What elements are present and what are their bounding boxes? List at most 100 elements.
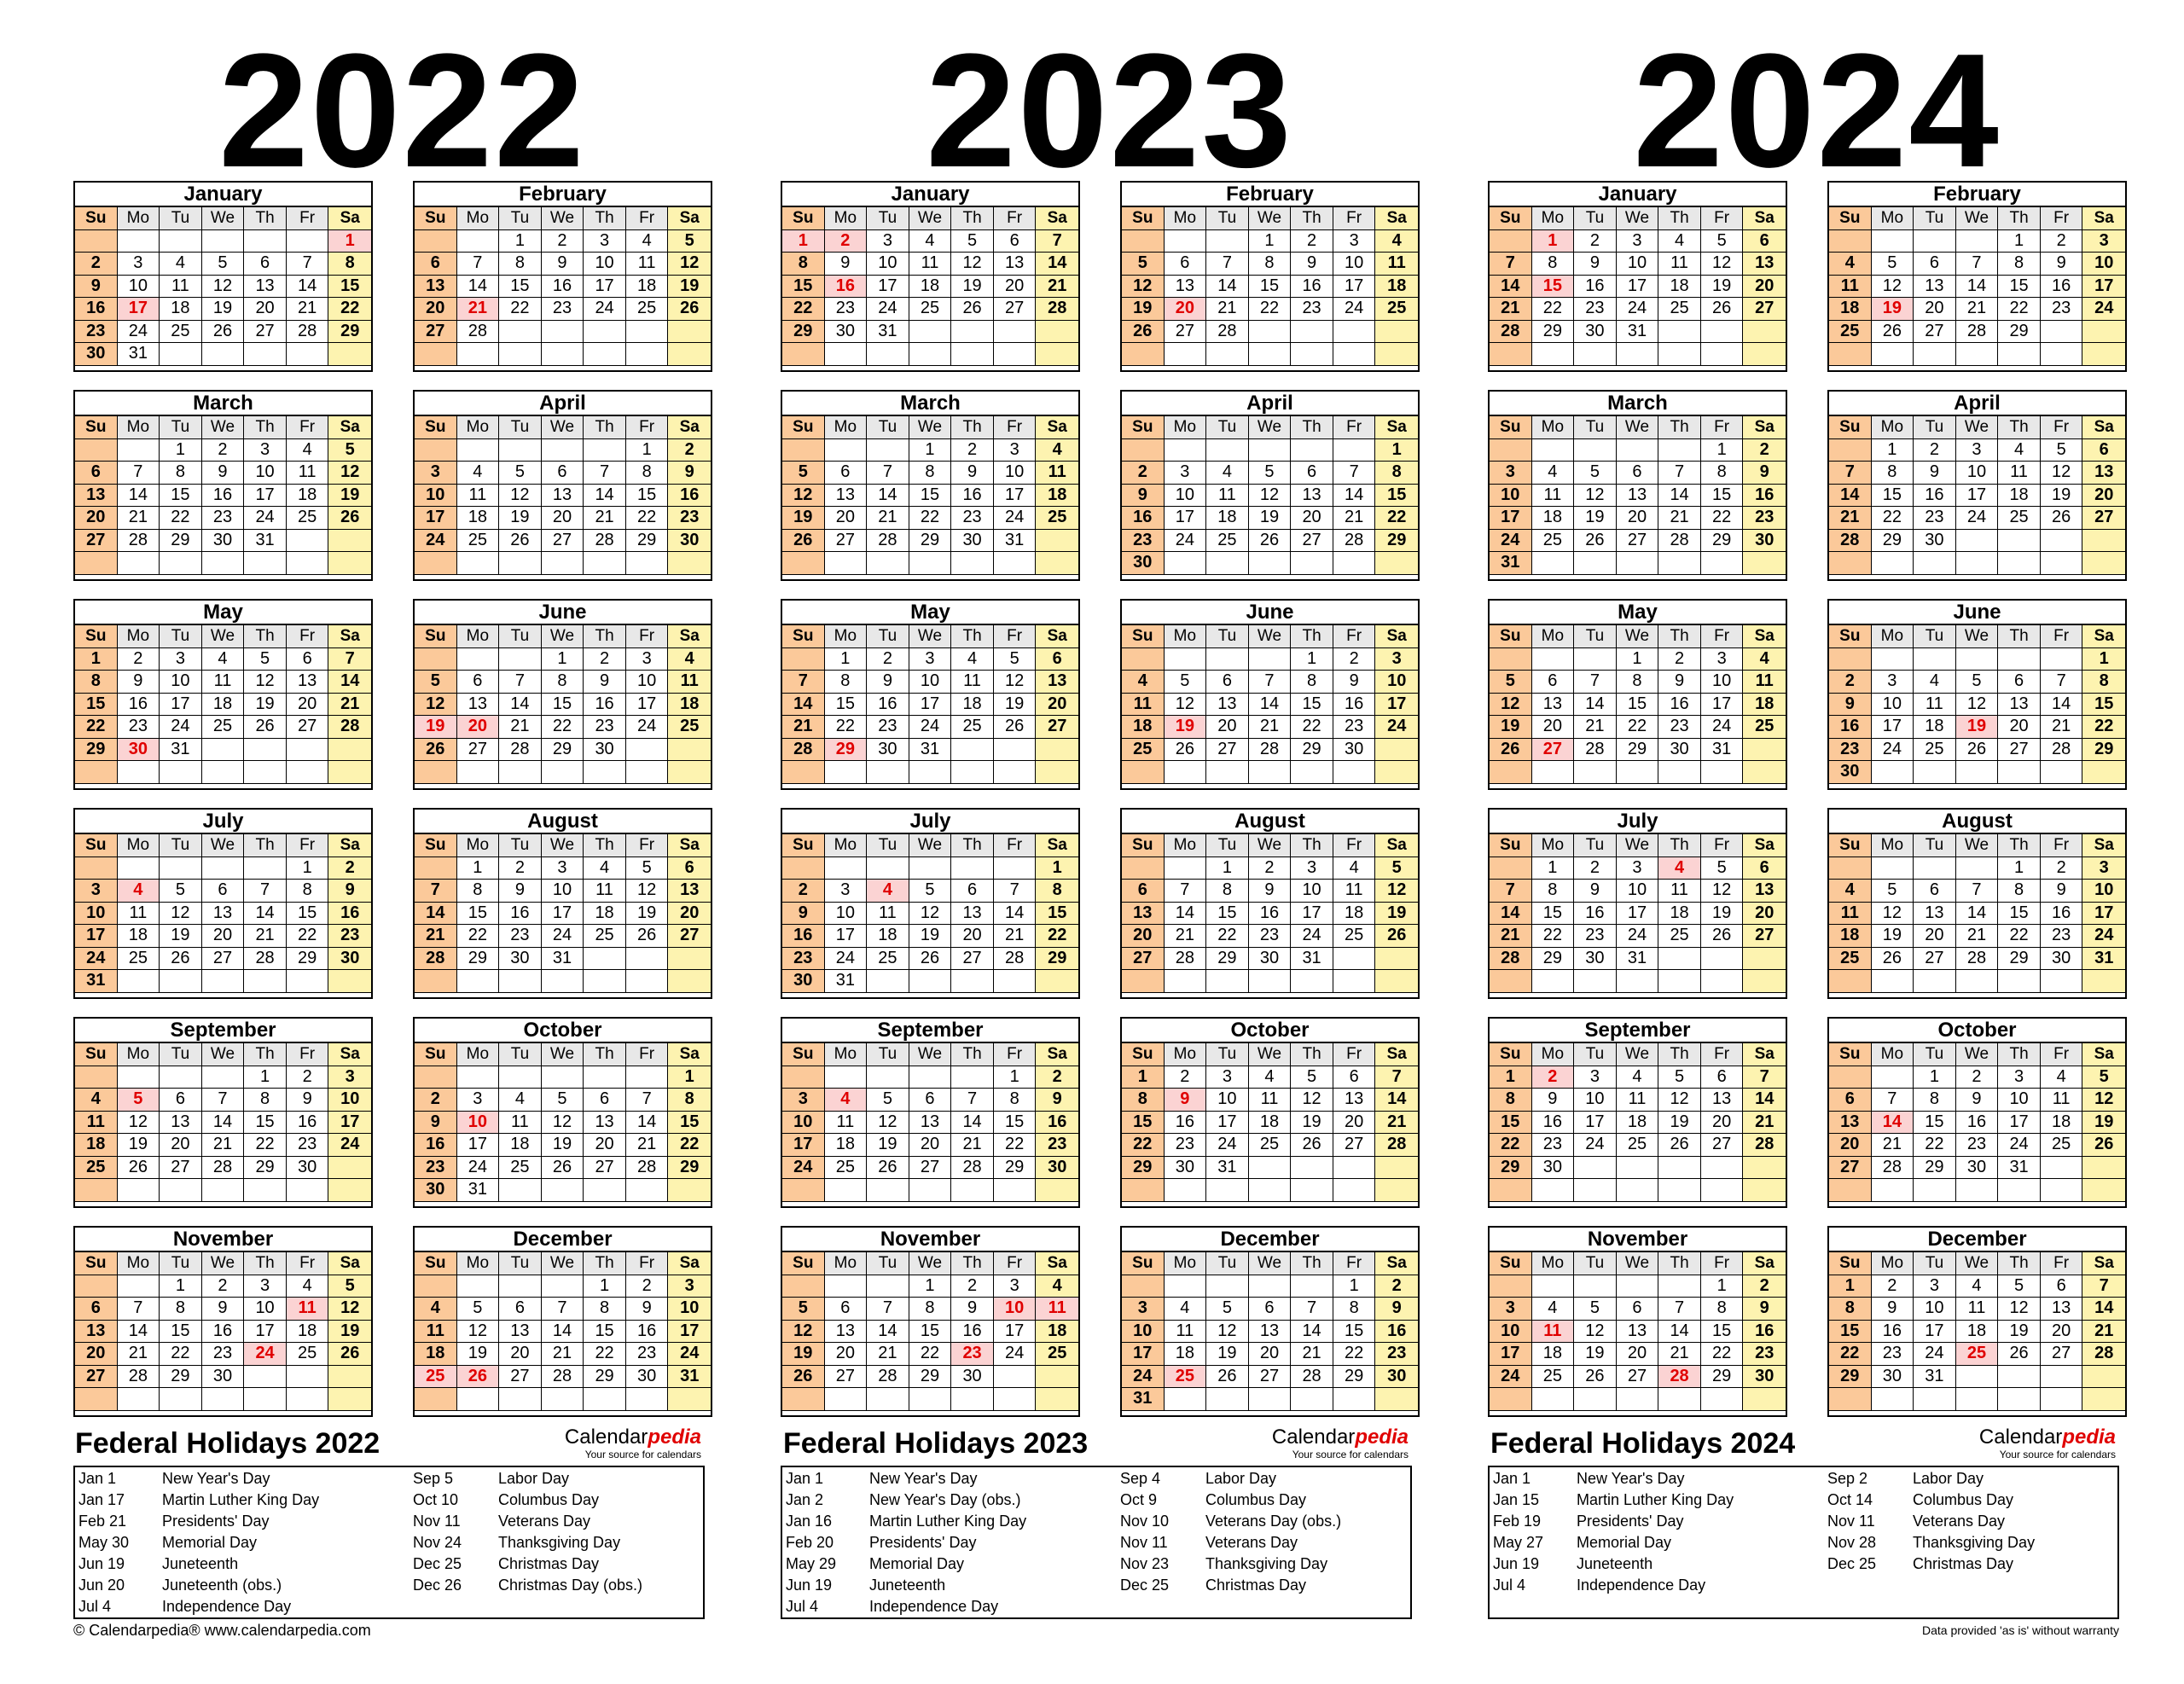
day-cell: 21 [499, 716, 542, 739]
day-cell: 13 [541, 484, 584, 507]
day-cell: 26 [499, 529, 542, 552]
day-cell: 11 [1036, 462, 1078, 485]
day-cell: 7 [1658, 1298, 1701, 1321]
weekday-header: Tu [499, 625, 542, 648]
month-august-2024: August Su Mo Tu We Th Fr Sa 1 2 3 4 5 6 7 8 9 10 11 12 13 14 1… [1827, 808, 2127, 999]
day-cell: 28 [1658, 529, 1701, 552]
holiday-date: Oct 14 [1827, 1491, 1873, 1508]
day-cell: 27 [286, 716, 329, 739]
day-cell: 21 [584, 507, 626, 530]
day-cell: 10 [1122, 1320, 1165, 1343]
day-cell: 16 [1574, 902, 1617, 925]
day-cell: 11 [1375, 253, 1418, 276]
weekday-header: Fr [2040, 625, 2083, 648]
day-cell: 29 [625, 529, 669, 552]
day-cell: 3 [1574, 1066, 1617, 1089]
empty-cell [1998, 1179, 2041, 1202]
day-cell: 27 [75, 529, 118, 552]
day-cell: 21 [2082, 1320, 2125, 1343]
day-cell: 20 [244, 298, 287, 321]
day-cell: 14 [201, 1111, 245, 1134]
day-cell: 22 [1333, 1343, 1376, 1366]
day-cell: 15 [160, 484, 202, 507]
day-cell: 6 [1531, 671, 1575, 694]
day-cell: 8 [1531, 253, 1575, 276]
day-cell: 27 [1206, 738, 1249, 761]
month-october-2022: October Su Mo Tu We Th Fr Sa 1 2 3 4 5 6 7 8 9 10 11 12 13 14… [413, 1017, 712, 1208]
day-cell: 20 [1914, 298, 1956, 321]
day-cell: 24 [1616, 298, 1659, 321]
month-name: February [1122, 183, 1418, 207]
day-cell: 26 [782, 1365, 825, 1388]
day-cell: 10 [1616, 880, 1659, 903]
day-cell: 3 [1700, 647, 1744, 671]
weekday-header: Mo [456, 625, 500, 648]
empty-cell [415, 1388, 457, 1411]
day-cell: 18 [1829, 298, 1872, 321]
empty-cell [625, 1066, 669, 1089]
day-cell: 13 [824, 484, 868, 507]
empty-cell [1914, 970, 1956, 993]
day-cell: 24 [584, 298, 626, 321]
empty-cell [1574, 761, 1617, 784]
day-cell: 29 [1291, 738, 1333, 761]
weekday-header: Su [1490, 416, 1532, 439]
day-cell: 30 [1164, 1156, 1207, 1179]
weekday-header: Mo [1164, 834, 1207, 857]
weekday-header: Fr [993, 207, 1037, 230]
empty-cell [75, 857, 118, 880]
day-cell: 29 [668, 1156, 711, 1179]
empty-cell [782, 343, 825, 366]
empty-cell [668, 1388, 711, 1411]
day-cell: 15 [1871, 484, 1914, 507]
day-cell: 21 [1206, 298, 1249, 321]
month-name: February [1829, 183, 2125, 207]
day-cell: 14 [1955, 275, 1999, 298]
empty-cell [824, 761, 868, 784]
empty-cell [2040, 529, 2083, 552]
day-cell: 26 [2040, 507, 2083, 530]
empty-cell [668, 320, 711, 343]
day-cell: 15 [1531, 902, 1575, 925]
day-cell: 11 [824, 1111, 868, 1134]
day-cell: 3 [584, 229, 626, 253]
day-cell: 29 [1829, 1365, 1872, 1388]
empty-cell [499, 320, 542, 343]
weekday-header: Su [782, 1043, 825, 1066]
weekday-header: Fr [1333, 834, 1376, 857]
day-cell: 10 [2082, 253, 2125, 276]
day-cell: 26 [1658, 1134, 1701, 1157]
empty-cell [244, 1365, 287, 1388]
day-cell: 27 [1829, 1156, 1872, 1179]
holidays-table-2022: Jan 1 New Year's Day Jan 17 Martin Luther K… [73, 1466, 705, 1619]
empty-cell [1955, 1365, 1999, 1388]
day-cell: 2 [1914, 438, 1956, 462]
holiday-name: Presidents' Day [1577, 1513, 1684, 1530]
day-cell: 24 [456, 1156, 500, 1179]
empty-cell [1914, 343, 1956, 366]
day-cell: 25 [625, 298, 669, 321]
day-cell: 9 [1955, 1089, 1999, 1112]
day-cell: 22 [286, 925, 329, 948]
day-cell: 18 [1036, 1320, 1078, 1343]
empty-cell [1658, 761, 1701, 784]
day-cell: 3 [1871, 671, 1914, 694]
day-cell: 14 [1164, 902, 1207, 925]
day-cell: 18 [75, 1134, 118, 1157]
empty-cell [1036, 761, 1078, 784]
empty-cell [1333, 438, 1376, 462]
empty-cell [1333, 1388, 1376, 1411]
day-cell: 22 [993, 1134, 1037, 1157]
empty-cell [1164, 1388, 1207, 1411]
empty-cell [584, 761, 626, 784]
day-cell: 17 [867, 275, 909, 298]
day-cell: 27 [584, 1156, 626, 1179]
day-cell: 30 [415, 1179, 457, 1202]
day-cell: 20 [1248, 1343, 1292, 1366]
day-cell: 8 [993, 1089, 1037, 1112]
empty-cell [541, 1179, 584, 1202]
empty-cell [1248, 1275, 1292, 1298]
day-cell: 22 [456, 925, 500, 948]
empty-cell [1998, 647, 2041, 671]
day-cell: 5 [1164, 671, 1207, 694]
